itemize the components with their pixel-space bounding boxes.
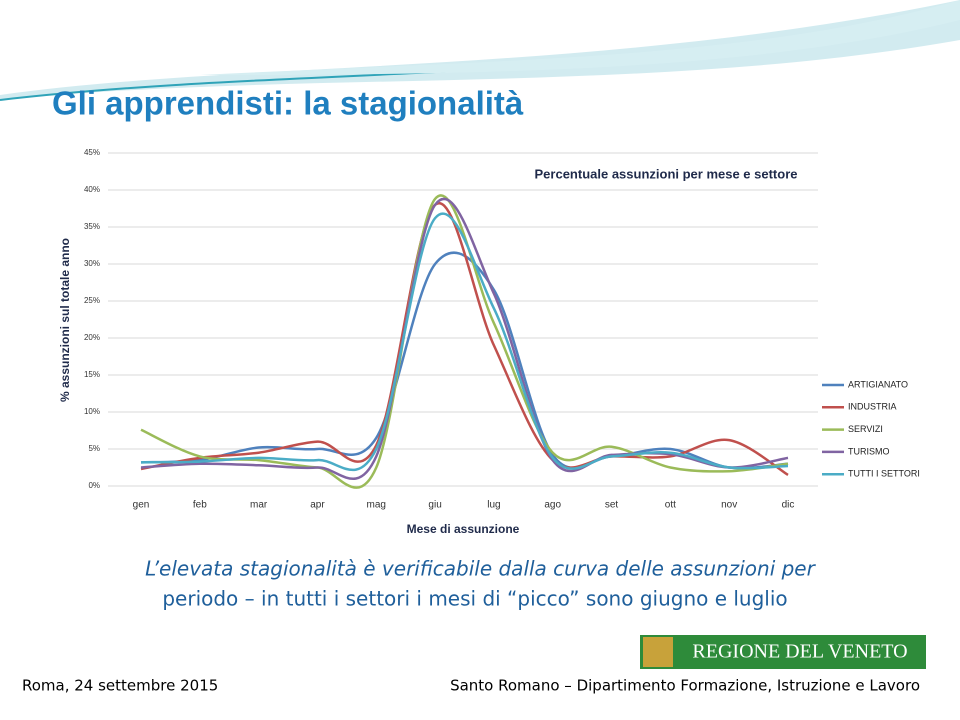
- legend-label: SERVIZI: [848, 424, 883, 434]
- x-tick-label: feb: [193, 500, 207, 511]
- y-tick-label: 35%: [84, 222, 100, 231]
- x-tick-label: mar: [250, 500, 268, 511]
- x-tick-label: nov: [721, 500, 737, 511]
- chart-title: Percentuale assunzioni per mese e settor…: [535, 166, 798, 181]
- y-tick-label: 40%: [84, 185, 100, 194]
- logo-emblem: [643, 637, 673, 667]
- legend-label: TURISMO: [848, 446, 890, 456]
- y-tick-label: 0%: [88, 481, 100, 490]
- x-axis-title: Mese di assunzione: [407, 522, 520, 536]
- x-tick-label: gen: [133, 500, 150, 511]
- legend-label: INDUSTRIA: [848, 402, 897, 412]
- footer-left: Roma, 24 settembre 2015: [22, 677, 218, 695]
- x-tick-label: apr: [310, 500, 325, 511]
- legend-label: ARTIGIANATO: [848, 379, 908, 389]
- logo-box: [640, 635, 926, 669]
- y-tick-label: 10%: [84, 407, 100, 416]
- series-line: [140, 194, 789, 489]
- logo-text: REGIONE DEL VENETO: [692, 641, 907, 663]
- y-tick-label: 30%: [84, 259, 100, 268]
- series-line: [140, 212, 789, 472]
- chart-area: [55, 140, 930, 555]
- x-tick-label: set: [605, 500, 619, 511]
- header-swoosh: [0, 0, 960, 100]
- slide-title: Gli apprendisti: la stagionalità: [52, 85, 524, 122]
- x-tick-label: dic: [782, 500, 795, 511]
- x-tick-label: lug: [487, 500, 500, 511]
- caption-line: L’elevata stagionalità è verificabile da…: [145, 557, 816, 581]
- header-swoosh-2: [200, 0, 960, 75]
- y-tick-label: 5%: [88, 444, 100, 453]
- y-tick-label: 25%: [84, 296, 100, 305]
- series-line: [140, 201, 789, 476]
- y-tick-label: 20%: [84, 333, 100, 342]
- y-axis-title: % assunzioni sul totale anno: [58, 238, 72, 402]
- caption-line: periodo – in tutti i settori i mesi di “…: [162, 587, 787, 611]
- y-tick-label: 15%: [84, 370, 100, 379]
- x-tick-label: giu: [428, 500, 441, 511]
- x-tick-label: ott: [665, 500, 676, 511]
- x-tick-label: ago: [544, 500, 561, 511]
- footer-right: Santo Romano – Dipartimento Formazione, …: [450, 677, 920, 695]
- chart: Percentuale assunzioni per mese e settor…: [58, 148, 920, 536]
- y-tick-label: 45%: [84, 148, 100, 157]
- legend-label: TUTTI I SETTORI: [848, 469, 920, 479]
- x-tick-label: mag: [367, 500, 386, 511]
